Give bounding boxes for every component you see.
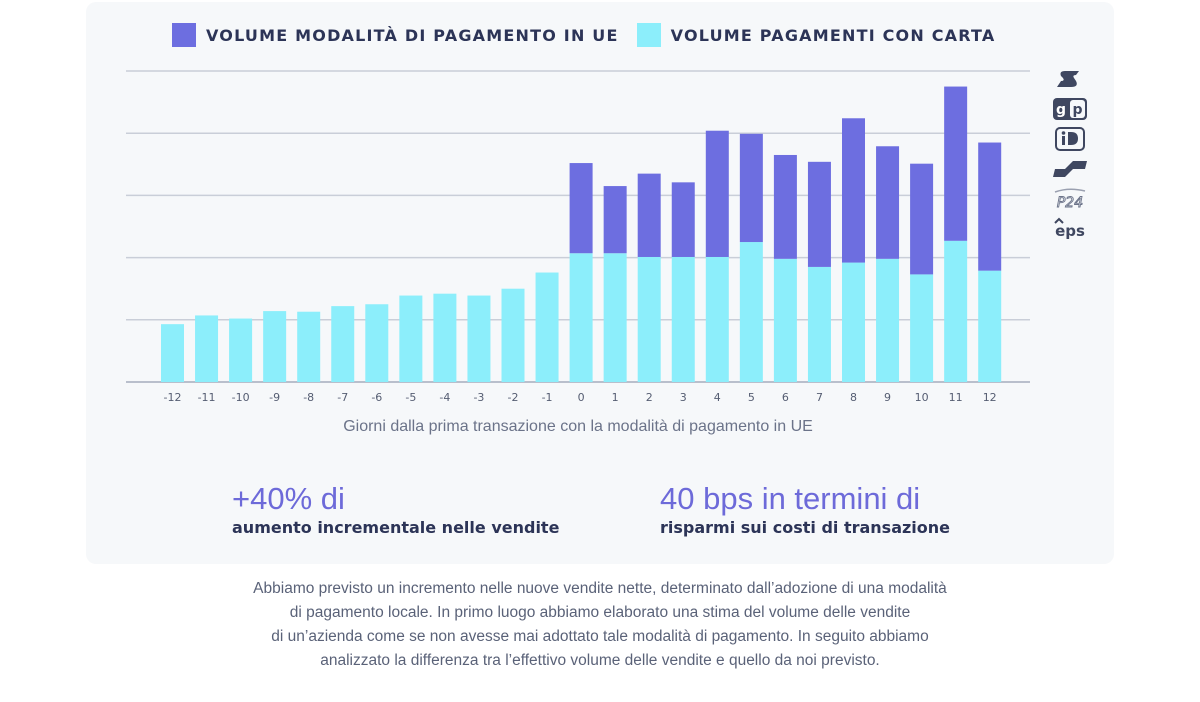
bar-card-volume xyxy=(876,258,900,382)
x-tick-label: -1 xyxy=(542,391,553,404)
payment-method-logos: g p P24 eps xyxy=(1048,66,1092,246)
x-tick-label: -9 xyxy=(269,391,280,404)
p24-logo-icon: P24 xyxy=(1048,186,1092,212)
bar-card-volume xyxy=(229,318,253,382)
x-tick-label: 1 xyxy=(612,391,619,404)
bar-card-volume xyxy=(195,315,219,382)
stat-sales-increase: +40% di aumento incrementale nelle vendi… xyxy=(232,481,560,538)
stat-sales-increase-label: aumento incrementale nelle vendite xyxy=(232,518,560,537)
x-tick-label: -4 xyxy=(439,391,450,404)
svg-text:eps: eps xyxy=(1055,222,1085,240)
bar-eu-method-volume xyxy=(944,86,968,241)
bar-card-volume xyxy=(365,304,389,382)
caption-line: di un’azienda come se non avesse mai ado… xyxy=(271,628,929,645)
eps-logo-icon: eps xyxy=(1048,216,1092,242)
caption-line: Abbiamo previsto un incremento nelle nuo… xyxy=(253,580,947,597)
giropay-logo-icon: g p xyxy=(1048,96,1092,122)
bar-card-volume xyxy=(161,324,184,382)
bar-card-volume xyxy=(501,288,525,382)
bar-card-volume xyxy=(331,306,355,382)
x-tick-label: 8 xyxy=(850,391,857,404)
bar-eu-method-volume xyxy=(910,163,934,275)
chart-card xyxy=(86,2,1114,564)
stat-cost-savings: 40 bps in termini di risparmi sui costi … xyxy=(660,481,951,538)
bar-eu-method-volume xyxy=(603,186,627,254)
sofort-logo-icon xyxy=(1048,66,1092,92)
x-tick-label: 10 xyxy=(915,391,929,404)
bar-card-volume xyxy=(535,272,559,382)
stat-sales-increase-value: +40% di xyxy=(232,481,345,516)
bar-eu-method-volume xyxy=(569,163,593,254)
bar-eu-method-volume xyxy=(671,182,695,257)
bar-eu-method-volume xyxy=(807,161,831,267)
bar-eu-method-volume xyxy=(705,130,729,257)
stat-cost-savings-value: 40 bps in termini di xyxy=(660,481,921,516)
legend-swatch-eu-method xyxy=(172,23,196,47)
x-tick-label: -7 xyxy=(337,391,348,404)
bar-card-volume xyxy=(433,293,457,382)
caption-line: analizzato la differenza tra l’effettivo… xyxy=(320,652,880,669)
legend-label-eu-method: VOLUME MODALITÀ DI PAGAMENTO IN UE xyxy=(206,25,619,45)
bar-eu-method-volume xyxy=(739,133,763,243)
ideal-logo-icon xyxy=(1048,126,1092,152)
bar-eu-method-volume xyxy=(978,142,1002,271)
x-tick-label: 6 xyxy=(782,391,789,404)
bar-eu-method-volume xyxy=(876,146,900,259)
legend-swatch-card xyxy=(636,23,661,47)
x-tick-label: 2 xyxy=(646,391,653,404)
bar-card-volume xyxy=(773,258,797,382)
svg-text:P24: P24 xyxy=(1057,195,1083,211)
bar-card-volume xyxy=(739,242,763,382)
bar-card-volume xyxy=(910,274,934,382)
x-tick-label: 7 xyxy=(816,391,823,404)
bar-eu-method-volume xyxy=(842,118,865,263)
x-tick-label: -5 xyxy=(405,391,416,404)
bar-card-volume xyxy=(637,256,661,382)
x-tick-label: 9 xyxy=(884,391,891,404)
bar-card-volume xyxy=(978,270,1002,382)
x-tick-label: -6 xyxy=(371,391,382,404)
x-axis-label: Giorni dalla prima transazione con la mo… xyxy=(343,418,813,435)
x-tick-label: 4 xyxy=(714,391,721,404)
bar-eu-method-volume xyxy=(773,154,797,259)
x-tick-label: 0 xyxy=(578,391,585,404)
bar-card-volume xyxy=(297,311,321,382)
x-tick-label: 5 xyxy=(748,391,755,404)
x-tick-label: -11 xyxy=(198,391,216,404)
x-tick-label: -2 xyxy=(508,391,519,404)
x-tick-label: -3 xyxy=(473,391,484,404)
legend-item-eu-method: VOLUME MODALITÀ DI PAGAMENTO IN UE xyxy=(172,23,619,47)
bar-card-volume xyxy=(263,311,287,382)
chart-legend: VOLUME MODALITÀ DI PAGAMENTO IN UE VOLUM… xyxy=(172,22,1014,48)
caption-line: di pagamento locale. In primo luogo abbi… xyxy=(289,604,911,621)
x-tick-label: 12 xyxy=(983,391,997,404)
bar-card-volume xyxy=(399,295,423,382)
bar-card-volume xyxy=(842,262,865,382)
x-tick-label: 3 xyxy=(680,391,687,404)
x-tick-label: -8 xyxy=(303,391,314,404)
bar-card-volume xyxy=(705,256,729,382)
bar-card-volume xyxy=(467,295,491,382)
bar-card-volume xyxy=(569,253,593,382)
bar-card-volume xyxy=(944,240,968,382)
bancontact-logo-icon xyxy=(1048,156,1092,182)
x-tick-label: -10 xyxy=(232,391,250,404)
svg-text:g: g xyxy=(1056,102,1066,118)
chart-caption: Abbiamo previsto un incremento nelle nuo… xyxy=(120,577,1080,673)
legend-item-card: VOLUME PAGAMENTI CON CARTA xyxy=(636,23,996,47)
x-tick-label: 11 xyxy=(949,391,963,404)
bar-card-volume xyxy=(807,266,831,382)
stat-cost-savings-label: risparmi sui costi di transazione xyxy=(660,518,951,537)
bar-card-volume xyxy=(671,256,695,382)
legend-label-card: VOLUME PAGAMENTI CON CARTA xyxy=(670,25,996,45)
x-tick-label: -12 xyxy=(164,391,182,404)
svg-text:p: p xyxy=(1072,102,1082,118)
bar-card-volume xyxy=(603,253,627,382)
bar-eu-method-volume xyxy=(637,173,661,257)
